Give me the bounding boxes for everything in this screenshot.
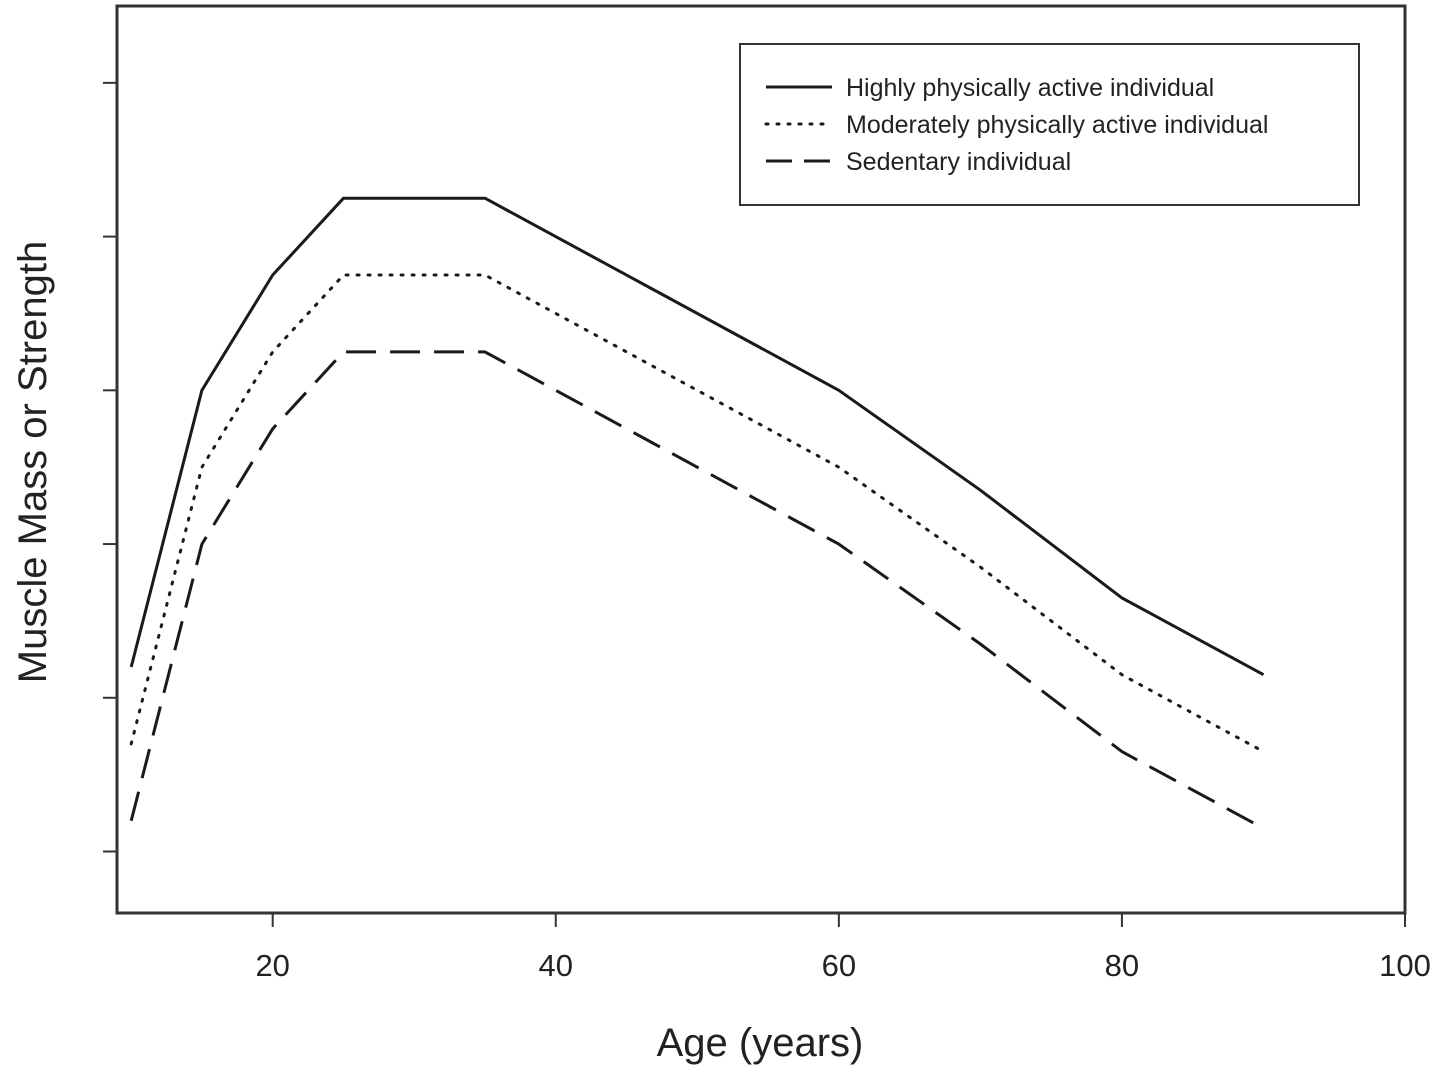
legend-label-sedentary: Sedentary individual <box>846 148 1071 176</box>
series-layer <box>129 196 1265 830</box>
x-tick-label: 80 <box>1105 948 1139 983</box>
legend-box <box>739 43 1360 206</box>
series-line-dashed <box>129 350 1265 830</box>
x-tick-label: 20 <box>255 948 289 983</box>
legend: Highly physically active individual Mode… <box>739 43 1360 206</box>
x-tick-label: 60 <box>822 948 856 983</box>
legend-label-highly-active: Highly physically active individual <box>846 74 1214 102</box>
x-axis-title: Age (years) <box>657 1021 864 1065</box>
x-tick-label: 40 <box>539 948 573 983</box>
legend-label-moderately-active: Moderately physically active individual <box>846 111 1268 139</box>
series-line-dotted <box>129 273 1265 754</box>
y-axis-ticks <box>103 81 117 853</box>
y-axis-title: Muscle Mass or Strength <box>11 241 55 683</box>
series-line-solid <box>129 196 1265 677</box>
plot-frame <box>115 4 1407 915</box>
x-tick-label: 100 <box>1379 948 1431 983</box>
x-axis-ticks: 20 40 60 80 100 <box>255 913 1431 983</box>
